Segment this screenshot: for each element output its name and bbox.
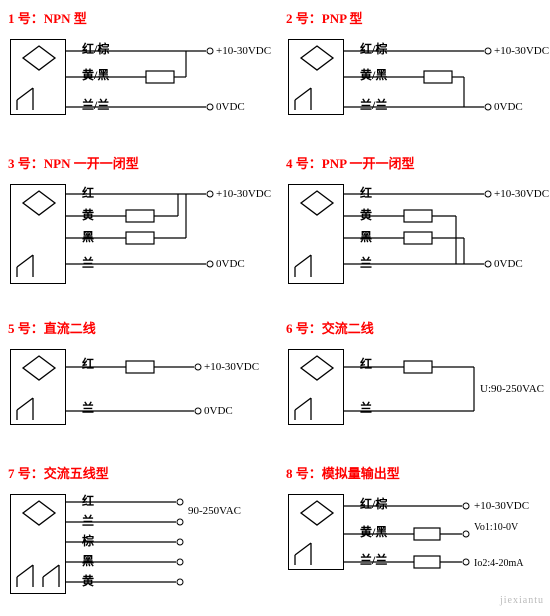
wire-label: 黄 <box>82 206 94 223</box>
diagram-6: 红 兰 U:90-250VAC <box>284 343 544 443</box>
voltage-label: Vo1:10-0V <box>474 522 518 533</box>
diagram-2: 红/棕 黄/黑 兰/兰 +10-30VDC 0VDC <box>284 33 544 133</box>
diagram-5: 红 兰 +10-30VDC 0VDC <box>6 343 266 443</box>
voltage-label: +10-30VDC <box>494 45 549 57</box>
title-4: 4 号：PNP 一开一闭型 <box>286 153 544 172</box>
cell-7: 7 号：交流五线型 <box>6 463 266 608</box>
title-7: 7 号：交流五线型 <box>8 463 266 482</box>
diagram-8: 红/棕 黄/黑 兰/兰 +10-30VDC Vo1:10-0V Io2:4-20… <box>284 488 544 588</box>
wire-label: 黄/黑 <box>82 66 109 83</box>
voltage-label: +10-30VDC <box>204 361 259 373</box>
voltage-label: U:90-250VAC <box>480 383 544 395</box>
wire-label: 红 <box>360 355 372 372</box>
voltage-label: 0VDC <box>494 258 523 270</box>
cell-2: 2 号：PNP 型 红/棕 黄/黑 <box>284 8 544 133</box>
wire-label: 黑 <box>82 552 94 569</box>
cell-8: 8 号：模拟量输出型 <box>284 463 544 608</box>
wires-overlay <box>6 343 266 443</box>
cell-4: 4 号：PNP 一开一闭型 <box>284 153 544 298</box>
wire-label: 黄/黑 <box>360 66 387 83</box>
wire-label: 棕 <box>82 532 94 549</box>
wire-label: 兰/兰 <box>82 96 109 113</box>
voltage-label: 0VDC <box>204 405 233 417</box>
voltage-label: 0VDC <box>494 101 523 113</box>
voltage-label: 90-250VAC <box>188 505 241 517</box>
voltage-label: +10-30VDC <box>216 45 271 57</box>
wire-label: 红 <box>82 492 94 509</box>
cell-1: 1 号：NPN 型 <box>6 8 266 133</box>
cell-6: 6 号：交流二线 红 兰 U:90-250VAC <box>284 318 544 443</box>
wire-label: 红/棕 <box>360 495 387 512</box>
wire-label: 黄 <box>360 206 372 223</box>
watermark: jiexiantu <box>500 595 544 606</box>
wire-label: 兰/兰 <box>360 551 387 568</box>
cell-3: 3 号：NPN 一开一闭型 <box>6 153 266 298</box>
title-1: 1 号：NPN 型 <box>8 8 266 27</box>
wire-label: 兰 <box>82 512 94 529</box>
wire-label: 红/棕 <box>360 40 387 57</box>
title-8: 8 号：模拟量输出型 <box>286 463 544 482</box>
wire-label: 兰 <box>360 254 372 271</box>
wire-label: 黄/黑 <box>360 523 387 540</box>
title-6: 6 号：交流二线 <box>286 318 544 337</box>
title-5: 5 号：直流二线 <box>8 318 266 337</box>
wire-label: 红 <box>360 184 372 201</box>
diagram-4: 红 黄 黑 兰 +10-30VDC 0VDC <box>284 178 544 298</box>
wire-label: 兰 <box>82 399 94 416</box>
voltage-label: +10-30VDC <box>474 500 529 512</box>
diagram-1: 红/棕 黄/黑 兰/兰 +10-30VDC 0VDC <box>6 33 266 133</box>
diagram-3: 红 黄 黑 兰 +10-30VDC 0VDC <box>6 178 266 298</box>
voltage-label: 0VDC <box>216 258 245 270</box>
wire-label: 黑 <box>82 228 94 245</box>
wire-label: 兰 <box>360 399 372 416</box>
voltage-label: +10-30VDC <box>494 188 549 200</box>
wire-label: 兰/兰 <box>360 96 387 113</box>
voltage-label: Io2:4-20mA <box>474 558 523 569</box>
voltage-label: +10-30VDC <box>216 188 271 200</box>
cell-5: 5 号：直流二线 红 兰 +10-30VDC 0VDC <box>6 318 266 443</box>
wire-label: 红/棕 <box>82 40 109 57</box>
diagram-grid: 1 号：NPN 型 <box>6 8 544 608</box>
title-2: 2 号：PNP 型 <box>286 8 544 27</box>
wire-label: 红 <box>82 184 94 201</box>
wire-label: 黑 <box>360 228 372 245</box>
wire-label: 兰 <box>82 254 94 271</box>
diagram-7: 红 兰 棕 黑 黄 90-250VAC <box>6 488 266 608</box>
title-3: 3 号：NPN 一开一闭型 <box>8 153 266 172</box>
wire-label: 黄 <box>82 572 94 589</box>
wire-label: 红 <box>82 355 94 372</box>
voltage-label: 0VDC <box>216 101 245 113</box>
